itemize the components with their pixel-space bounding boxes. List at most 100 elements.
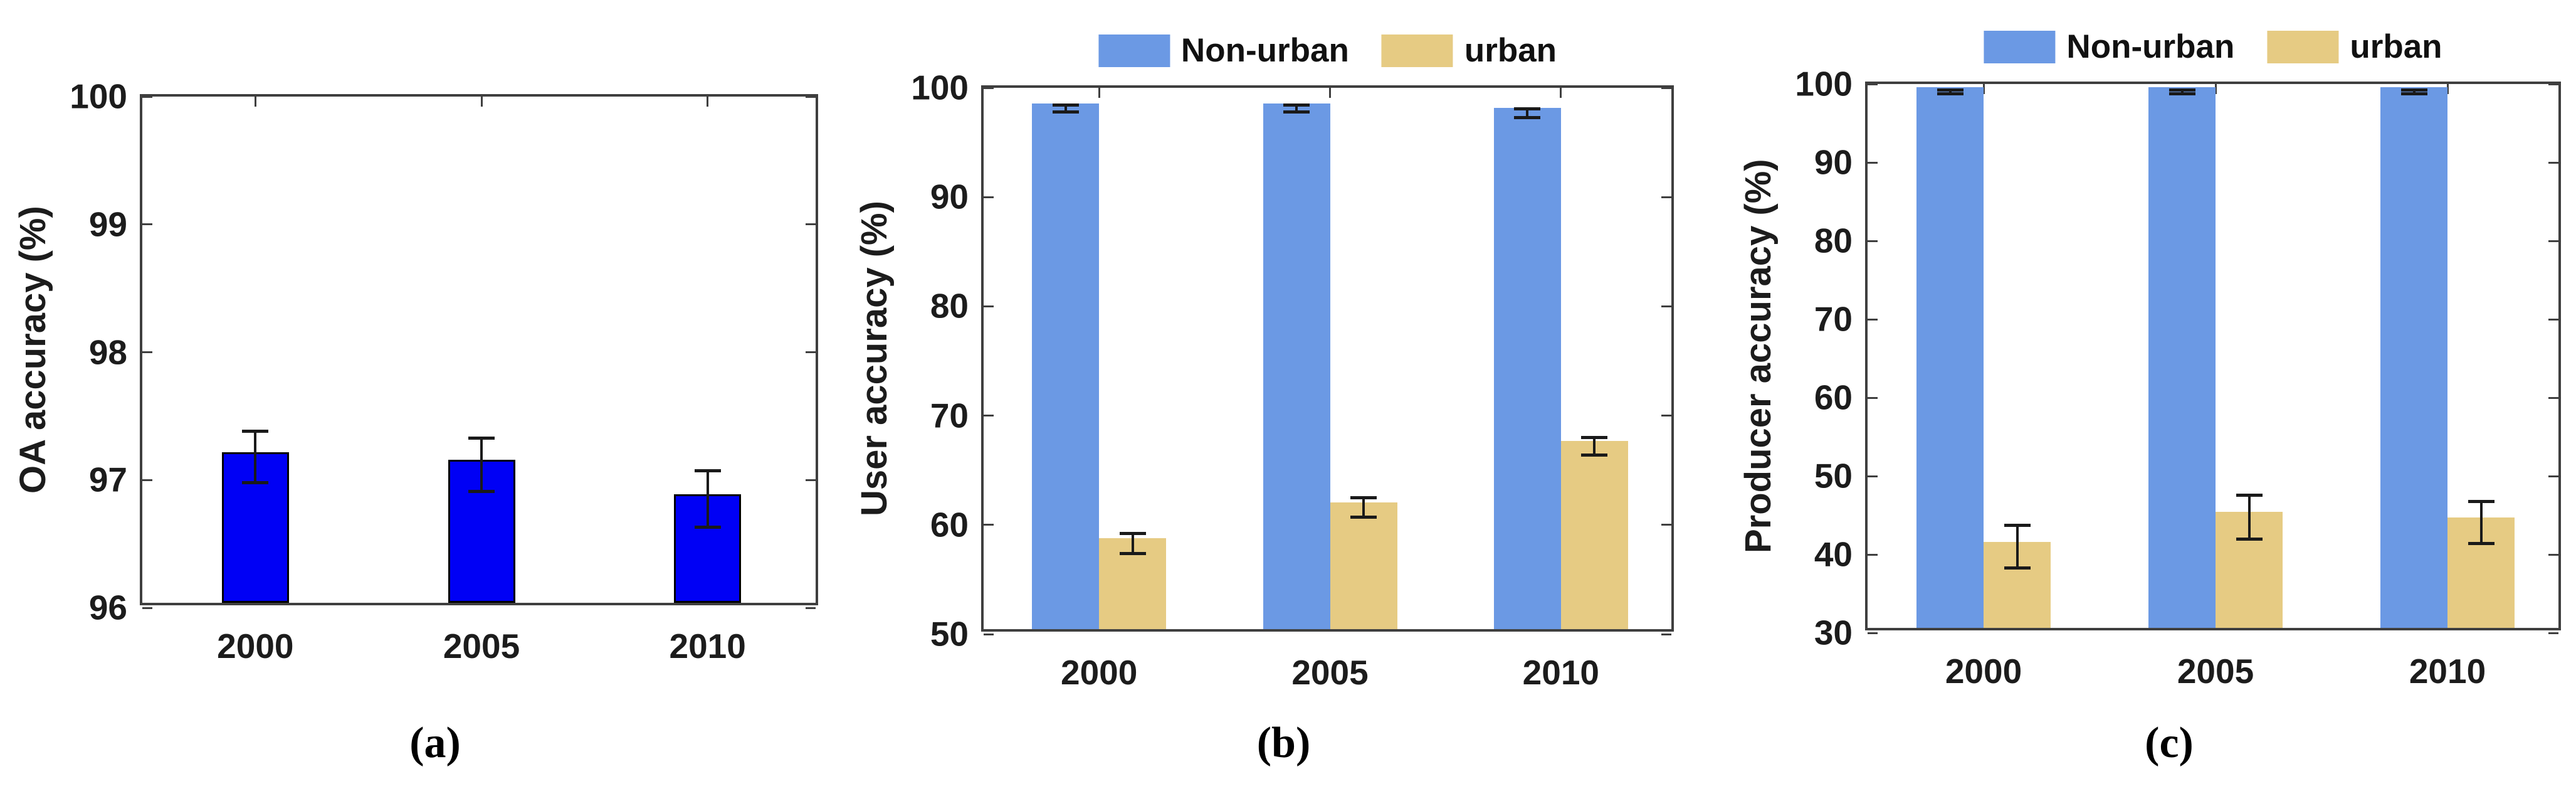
y-tick-label: 100 [1795, 64, 1853, 103]
legend-item-urban: urban [1381, 32, 1557, 69]
error-bar-cap [694, 526, 721, 529]
y-tick [142, 223, 152, 226]
x-tick-label: 2000 [1060, 653, 1138, 692]
error-bar [1593, 437, 1596, 455]
x-tick-label: 2010 [2409, 652, 2486, 691]
y-tick-right [806, 95, 816, 98]
y-tick [984, 524, 994, 526]
y-tick [984, 305, 994, 307]
error-bar-cap [1052, 110, 1079, 114]
x-tick-label: 2010 [669, 627, 746, 666]
y-tick-right [2548, 475, 2558, 477]
plot-area-c: 30 40 50 60 70 80 90 100 2000 2005 2010 [1795, 66, 2561, 689]
error-bar-cap [2400, 88, 2427, 92]
y-tick-right [1661, 305, 1671, 307]
y-tick-label: 50 [1814, 456, 1853, 496]
y-tick-label: 98 [88, 332, 127, 371]
y-tick-right [2548, 83, 2558, 85]
bar-non-urban-2010 [1493, 108, 1561, 629]
y-tick-label: 60 [930, 505, 969, 544]
legend-swatch-icon [2267, 30, 2339, 63]
y-tick [984, 415, 994, 417]
y-tick-label: 40 [1814, 534, 1853, 574]
error-bar-cap [2169, 88, 2195, 92]
y-tick-right [2548, 396, 2558, 399]
error-bar-cap [1581, 453, 1608, 457]
error-bar-cap [468, 436, 495, 440]
legend-c: Non-urban urban [1984, 30, 2442, 63]
legend-item-non-urban: Non-urban [1984, 30, 2234, 63]
y-tick [1868, 318, 1878, 321]
x-tick-top [1982, 84, 1985, 94]
error-bar-cap [2169, 92, 2195, 96]
legend-label: urban [2350, 28, 2442, 65]
y-tick-right [2548, 632, 2558, 634]
y-tick-right [806, 223, 816, 226]
y-tick-right [1661, 87, 1671, 89]
y-tick-right [2548, 161, 2558, 164]
bar-urban-2010 [1560, 441, 1628, 629]
y-tick-label: 70 [930, 396, 969, 435]
error-bar-cap [1581, 435, 1608, 439]
error-bar [1526, 109, 1529, 118]
y-tick-label: 97 [88, 460, 127, 499]
legend-item-urban: urban [2267, 30, 2442, 63]
y-tick-label: 100 [70, 77, 127, 116]
plot-area-a: 96 97 98 99 100 2000 2005 2010 [70, 79, 818, 664]
y-tick-right [2548, 318, 2558, 321]
error-bar [706, 470, 709, 528]
bar-urban-2005 [1330, 502, 1397, 629]
y-axis-title-b: User accuracy (%) [854, 201, 895, 516]
error-bar-cap [1937, 92, 1964, 96]
legend-label: urban [1464, 32, 1557, 69]
error-bar [480, 438, 483, 492]
error-bar [1064, 105, 1067, 112]
panel-caption-a: (a) [409, 719, 461, 767]
x-tick-label: 2000 [1945, 652, 2022, 691]
y-tick [984, 633, 994, 635]
bar-non-urban-2005 [1263, 103, 1330, 629]
y-tick [1868, 553, 1878, 556]
y-tick [142, 607, 152, 609]
error-bar-cap [1119, 551, 1146, 555]
error-bar-cap [1350, 496, 1377, 499]
legend-item-non-urban: Non-urban [1098, 34, 1349, 67]
legend-b: Non-urban urban [1098, 34, 1557, 67]
error-bar [1295, 105, 1298, 112]
x-tick-label: 2000 [217, 627, 294, 666]
y-tick-right [806, 351, 816, 353]
y-tick [142, 95, 152, 98]
y-tick-label: 50 [930, 614, 969, 654]
error-bar-cap [694, 469, 721, 473]
y-tick-label: 70 [1814, 299, 1853, 339]
bar-non-urban-2010 [2380, 87, 2447, 628]
y-tick-label: 90 [1814, 142, 1853, 182]
x-tick-label: 2005 [443, 627, 520, 666]
y-tick-right [2548, 240, 2558, 242]
panel-caption-c: (c) [2145, 719, 2194, 767]
error-bar [1131, 533, 1134, 554]
error-bar [254, 431, 257, 483]
error-bar [2412, 90, 2416, 94]
error-bar-cap [2004, 524, 2031, 528]
y-tick [1868, 396, 1878, 399]
y-tick [1868, 632, 1878, 634]
panel-caption-b: (b) [1256, 719, 1311, 767]
error-bar-cap [1283, 103, 1310, 107]
y-tick [1868, 83, 1878, 85]
x-tick-top [254, 97, 256, 107]
y-tick-label: 99 [88, 204, 127, 244]
x-tick-label: 2010 [1522, 653, 1600, 692]
error-bar-cap [1283, 110, 1310, 114]
error-bar [1362, 497, 1365, 517]
error-bar-cap [468, 490, 495, 494]
error-bar [1948, 90, 1952, 94]
error-bar-cap [1514, 115, 1541, 119]
legend-swatch-icon [1984, 30, 2056, 63]
y-tick-label: 60 [1814, 378, 1853, 417]
error-bar [2016, 525, 2019, 568]
legend-label: Non-urban [2066, 28, 2235, 65]
x-tick-top [2446, 84, 2449, 94]
bar-non-urban-2000 [1916, 87, 1984, 628]
